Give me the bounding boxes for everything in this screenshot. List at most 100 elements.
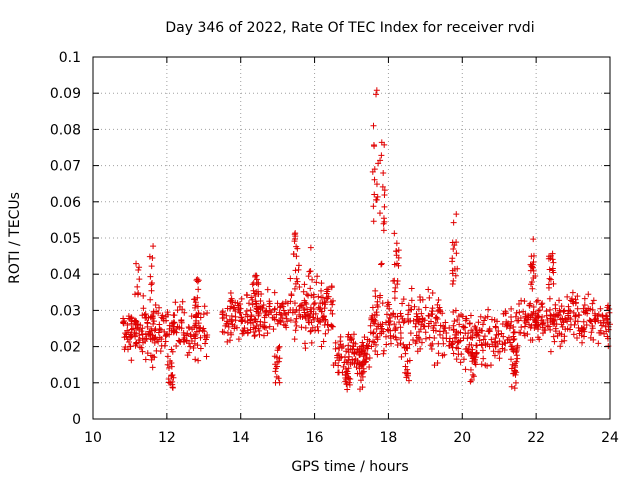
data-point	[140, 339, 147, 346]
data-point	[147, 296, 154, 303]
data-point	[426, 334, 433, 341]
data-point	[590, 297, 597, 304]
data-point	[493, 331, 500, 338]
data-point	[431, 322, 438, 329]
data-point	[255, 310, 262, 317]
data-point	[194, 342, 201, 349]
data-point	[222, 322, 229, 329]
data-point	[321, 321, 328, 328]
data-point	[203, 353, 210, 360]
data-point	[384, 326, 391, 333]
data-point	[569, 289, 576, 296]
data-point	[369, 304, 376, 311]
data-point	[381, 192, 388, 199]
data-point	[204, 334, 211, 341]
data-point	[329, 297, 336, 304]
data-point	[511, 328, 518, 335]
data-point	[407, 330, 414, 337]
data-point	[550, 259, 557, 266]
data-point	[224, 329, 231, 336]
data-point	[434, 308, 441, 315]
data-point	[544, 323, 551, 330]
data-point	[181, 309, 188, 316]
data-point	[428, 345, 435, 352]
data-point	[451, 266, 458, 273]
data-point	[374, 336, 381, 343]
data-point	[346, 353, 353, 360]
data-point	[513, 346, 520, 353]
data-point	[251, 332, 258, 339]
data-point	[127, 343, 134, 350]
data-point	[361, 334, 368, 341]
data-point	[586, 317, 593, 324]
x-tick-label: 14	[232, 430, 250, 446]
data-point	[302, 324, 309, 331]
data-point	[247, 316, 254, 323]
data-point	[401, 317, 408, 324]
data-point	[187, 333, 194, 340]
data-point	[155, 338, 162, 345]
data-point	[538, 317, 545, 324]
data-point	[236, 309, 243, 316]
data-point	[567, 316, 574, 323]
data-point	[573, 299, 580, 306]
data-point	[411, 303, 418, 310]
data-point	[460, 323, 467, 330]
data-point	[144, 319, 151, 326]
data-point	[306, 319, 313, 326]
data-point	[480, 355, 487, 362]
data-point	[547, 319, 554, 326]
data-point	[292, 267, 299, 274]
data-point	[374, 298, 381, 305]
data-point	[542, 327, 549, 334]
y-tick-label: 0.03	[50, 303, 81, 319]
data-point	[139, 348, 146, 355]
data-point	[359, 347, 366, 354]
data-point	[375, 323, 382, 330]
data-point	[530, 304, 537, 311]
data-point	[261, 314, 268, 321]
x-tick-label: 22	[527, 430, 545, 446]
data-point	[547, 348, 554, 355]
data-point	[455, 338, 462, 345]
data-point	[179, 298, 186, 305]
data-point	[147, 336, 154, 343]
data-point	[419, 316, 426, 323]
data-point	[551, 338, 558, 345]
data-point	[429, 310, 436, 317]
data-point	[525, 314, 532, 321]
data-point	[250, 324, 257, 331]
data-point	[408, 297, 415, 304]
data-point	[191, 340, 198, 347]
data-point	[587, 317, 594, 324]
data-point	[435, 297, 442, 304]
data-point	[397, 330, 404, 337]
data-point	[287, 298, 294, 305]
data-point	[390, 310, 397, 317]
data-point	[294, 278, 301, 285]
data-point	[545, 284, 552, 291]
data-point	[439, 310, 446, 317]
data-point	[401, 344, 408, 351]
data-point	[276, 355, 283, 362]
data-point	[172, 299, 179, 306]
data-point	[235, 336, 242, 343]
data-point	[521, 323, 528, 330]
data-point	[287, 275, 294, 282]
data-point	[435, 340, 442, 347]
data-point	[486, 327, 493, 334]
data-point	[477, 313, 484, 320]
data-point	[429, 305, 436, 312]
data-point	[322, 317, 329, 324]
data-point	[597, 305, 604, 312]
data-point	[232, 308, 239, 315]
data-point	[417, 345, 424, 352]
data-point	[597, 329, 604, 336]
data-point	[508, 305, 515, 312]
data-point	[293, 243, 300, 250]
data-point	[449, 280, 456, 287]
data-point	[266, 300, 273, 307]
data-point	[460, 356, 467, 363]
data-point	[332, 339, 339, 346]
data-point	[274, 300, 281, 307]
